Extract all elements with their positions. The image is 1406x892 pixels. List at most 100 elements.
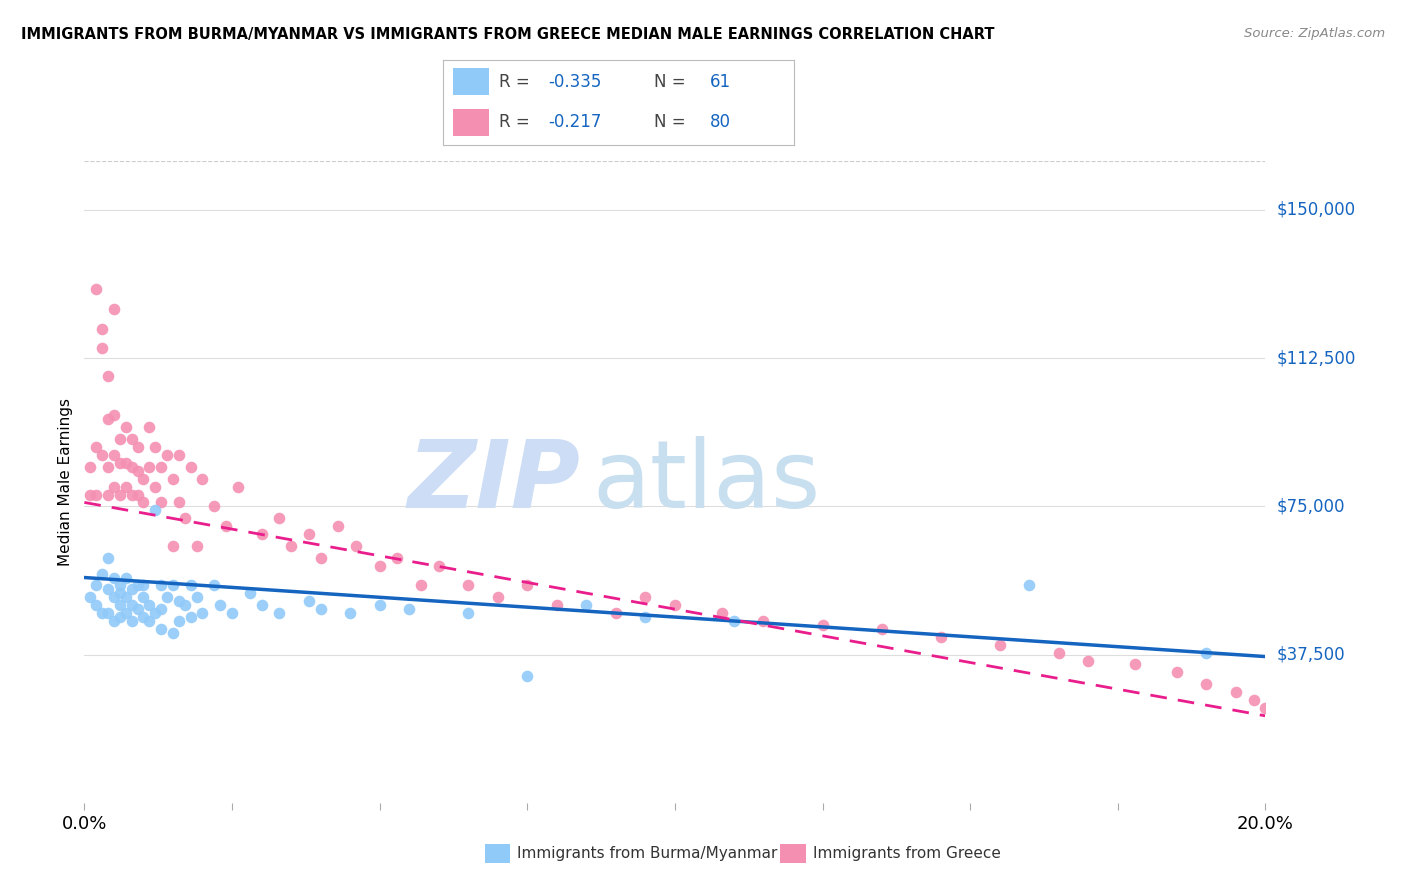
- Point: [79, 591, 101, 605]
- Point: [103, 301, 125, 316]
- Point: [114, 420, 136, 434]
- Point: [103, 409, 125, 423]
- Point: [150, 622, 173, 636]
- Point: [143, 503, 166, 517]
- Point: [173, 598, 195, 612]
- Point: [280, 539, 302, 553]
- Point: [121, 614, 143, 628]
- Point: [516, 578, 538, 592]
- Point: [150, 495, 173, 509]
- Point: [239, 586, 262, 600]
- Text: Source: ZipAtlas.com: Source: ZipAtlas.com: [1244, 27, 1385, 40]
- Point: [309, 602, 332, 616]
- Text: 80: 80: [710, 113, 731, 131]
- Point: [202, 500, 225, 514]
- Point: [127, 464, 149, 478]
- Point: [103, 448, 125, 462]
- Point: [344, 539, 367, 553]
- Point: [339, 606, 361, 620]
- Text: $112,500: $112,500: [1277, 349, 1355, 368]
- Point: [108, 610, 131, 624]
- Point: [97, 606, 120, 620]
- Point: [97, 582, 120, 597]
- Point: [138, 598, 160, 612]
- Point: [368, 558, 391, 573]
- Point: [457, 606, 479, 620]
- Point: [1077, 653, 1099, 667]
- Point: [91, 566, 114, 581]
- Point: [202, 578, 225, 592]
- Point: [1243, 693, 1265, 707]
- Point: [269, 511, 291, 525]
- Point: [91, 606, 114, 620]
- Point: [108, 487, 131, 501]
- Text: ZIP: ZIP: [408, 435, 581, 528]
- Point: [180, 459, 202, 474]
- Point: [79, 459, 101, 474]
- Point: [103, 614, 125, 628]
- Point: [114, 480, 136, 494]
- Point: [143, 606, 166, 620]
- Point: [121, 487, 143, 501]
- Point: [1166, 665, 1188, 680]
- Point: [167, 495, 190, 509]
- Point: [162, 472, 184, 486]
- Point: [250, 598, 273, 612]
- Point: [121, 598, 143, 612]
- Point: [180, 610, 202, 624]
- Point: [191, 472, 214, 486]
- Text: $37,500: $37,500: [1277, 646, 1346, 664]
- Point: [546, 598, 568, 612]
- Point: [127, 602, 149, 616]
- Point: [298, 527, 321, 541]
- Point: [387, 550, 409, 565]
- Point: [427, 558, 450, 573]
- FancyBboxPatch shape: [453, 69, 489, 95]
- Text: N =: N =: [654, 73, 690, 91]
- Text: R =: R =: [499, 73, 536, 91]
- Point: [108, 598, 131, 612]
- Text: IMMIGRANTS FROM BURMA/MYANMAR VS IMMIGRANTS FROM GREECE MEDIAN MALE EARNINGS COR: IMMIGRANTS FROM BURMA/MYANMAR VS IMMIGRA…: [21, 27, 994, 42]
- Point: [162, 578, 184, 592]
- Point: [132, 610, 155, 624]
- Text: R =: R =: [499, 113, 536, 131]
- Point: [634, 610, 657, 624]
- Point: [516, 669, 538, 683]
- Point: [97, 550, 120, 565]
- Point: [221, 606, 243, 620]
- Point: [91, 321, 114, 335]
- Point: [409, 578, 432, 592]
- Point: [84, 598, 107, 612]
- Point: [103, 591, 125, 605]
- Point: [752, 614, 775, 628]
- Point: [1195, 677, 1218, 691]
- Point: [114, 591, 136, 605]
- Point: [150, 578, 173, 592]
- Point: [91, 341, 114, 355]
- Point: [108, 432, 131, 446]
- Point: [186, 539, 208, 553]
- Text: -0.335: -0.335: [548, 73, 602, 91]
- Point: [114, 606, 136, 620]
- Point: [191, 606, 214, 620]
- Point: [605, 606, 627, 620]
- Point: [132, 578, 155, 592]
- Point: [84, 487, 107, 501]
- Point: [634, 591, 657, 605]
- Text: $150,000: $150,000: [1277, 201, 1355, 219]
- Point: [209, 598, 232, 612]
- Point: [132, 591, 155, 605]
- Point: [162, 625, 184, 640]
- Text: atlas: atlas: [592, 435, 821, 528]
- Point: [167, 594, 190, 608]
- FancyBboxPatch shape: [453, 109, 489, 136]
- Point: [138, 614, 160, 628]
- Point: [138, 459, 160, 474]
- Point: [97, 459, 120, 474]
- Point: [167, 448, 190, 462]
- Point: [929, 630, 952, 644]
- Point: [121, 459, 143, 474]
- Y-axis label: Median Male Earnings: Median Male Earnings: [58, 398, 73, 566]
- Point: [811, 618, 834, 632]
- Point: [269, 606, 291, 620]
